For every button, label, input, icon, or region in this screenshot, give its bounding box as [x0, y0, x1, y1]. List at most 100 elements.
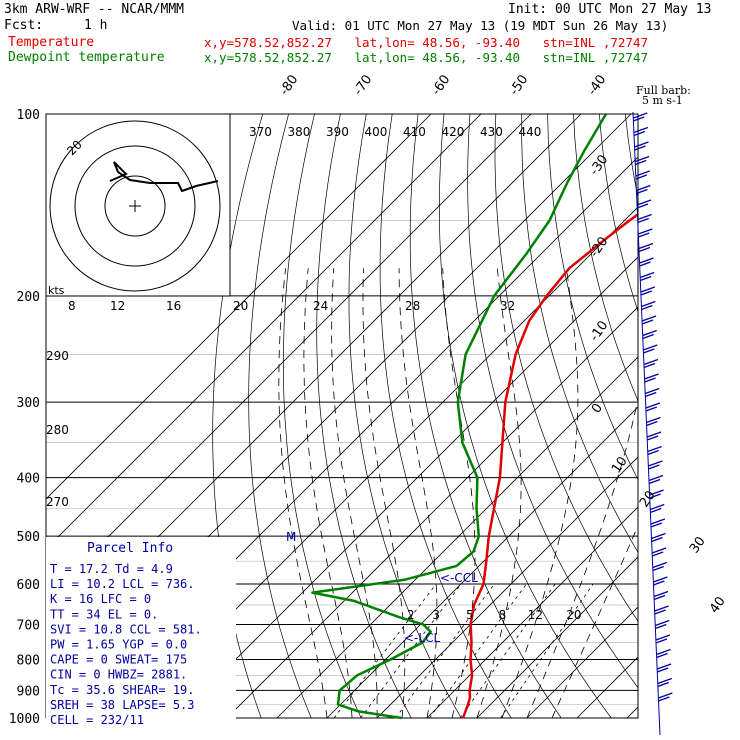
parcel-box-bg — [46, 537, 236, 729]
dry-adiabat-line — [494, 114, 638, 622]
wind-barb — [652, 565, 664, 572]
parcel-row: TT = 34 EL = 0. — [50, 607, 158, 621]
isotherm-label: -50 — [507, 72, 531, 98]
wind-barb — [646, 431, 662, 438]
wind-barb — [634, 141, 649, 148]
theta-label: 290 — [46, 349, 69, 363]
wind-barb — [656, 648, 671, 656]
wind-barb — [633, 130, 646, 137]
pressure-label: 200 — [17, 290, 40, 305]
pressure-label: 1000 — [9, 712, 40, 727]
pressure-label: 300 — [17, 396, 40, 411]
hodograph-ring — [49, 120, 221, 292]
mixing-ratio-label: 5 — [466, 608, 474, 622]
wind-barb — [649, 489, 664, 496]
sounding-profiles — [311, 114, 638, 720]
wind-barb — [636, 184, 651, 192]
wind-barb — [637, 217, 649, 224]
isotherm-line — [426, 506, 638, 719]
wind-barb — [645, 406, 658, 412]
barb-legend-title: Full barb: — [636, 84, 691, 97]
wind-barb — [653, 594, 666, 601]
dry-adiabat-line — [348, 114, 462, 719]
mixing-ratio-label: 12 — [528, 608, 543, 622]
isotherm-line — [226, 306, 638, 719]
isotherm-label: 40 — [707, 594, 729, 616]
dry-adiabat-line — [573, 114, 638, 402]
dry-adiabat-line — [467, 114, 638, 689]
wind-barb — [654, 609, 666, 615]
isotherm-label: -30 — [587, 152, 611, 178]
hodograph-trace — [109, 161, 219, 193]
dry-adiabat-line — [379, 114, 512, 719]
wind-barb — [639, 271, 655, 279]
moist-adiabat-line — [551, 524, 638, 719]
wind-barb — [650, 507, 662, 514]
wind-barb — [650, 503, 665, 511]
wind-barb — [658, 692, 673, 699]
wind-barb — [645, 402, 661, 409]
wind-barb — [641, 300, 656, 308]
theta-label: 280 — [46, 423, 69, 437]
pressure-label: 400 — [17, 472, 40, 487]
wind-speed-label: 12 — [110, 299, 125, 313]
isotherm-line — [326, 406, 638, 719]
parcel-row: SREH = 38 LAPSE= 5.3 — [50, 698, 195, 712]
wind-barb — [651, 536, 663, 543]
dewpoint-location: x,y=578.52,852.27 lat,lon= 48.56, -93.40… — [204, 50, 649, 65]
theta-label: 440 — [519, 125, 542, 139]
theta-label: 430 — [480, 125, 503, 139]
isotherm-line — [176, 256, 638, 719]
theta-label: 270 — [46, 495, 69, 509]
mixing-ratio-label: 3 — [432, 608, 440, 622]
isotherm-label: -40 — [585, 72, 609, 98]
dry-adiabat-line — [547, 114, 638, 481]
wind-barb — [643, 362, 656, 369]
wind-barb — [638, 242, 654, 250]
wind-barb — [651, 532, 666, 540]
dry-adiabat-line — [677, 114, 740, 718]
wind-barb — [656, 667, 669, 673]
wind-barb — [651, 547, 667, 554]
barb-axis — [632, 111, 661, 736]
wind-barb — [642, 333, 654, 340]
wind-barb — [638, 246, 651, 253]
parcel-row: CELL = 232/11 — [50, 713, 144, 727]
temperature-legend: Temperature — [8, 35, 95, 50]
parcel-row: PW = 1.65 YGP = 0.0 — [50, 638, 187, 652]
parcel-row: LI = 10.2 LCL = 736. — [50, 577, 195, 591]
wind-barb — [638, 228, 653, 235]
wind-barb — [655, 619, 670, 627]
wind-barb — [648, 474, 664, 482]
forecast-label: Fcst: — [4, 18, 44, 33]
parcel-row: SVI = 10.8 CCL = 581. — [50, 622, 202, 636]
dry-adiabat-line — [651, 114, 740, 718]
sounding-annotation: M — [286, 530, 296, 544]
wind-speed-label: 20 — [233, 299, 248, 313]
isotherm-label: -60 — [429, 72, 453, 98]
wind-speed-units: kts — [48, 284, 65, 297]
wind-speed-label: 32 — [500, 299, 515, 313]
wind-barb — [651, 551, 664, 557]
pressure-label: 900 — [17, 684, 40, 699]
wind-barb — [647, 449, 659, 456]
theta-label: 380 — [288, 125, 311, 139]
parcel-row: Tc = 35.6 SHEAR= 19. — [50, 683, 195, 697]
wind-speed-label: 24 — [313, 299, 328, 313]
isotherm-line — [276, 356, 638, 719]
wind-barb — [653, 580, 665, 586]
moist-adiabat-line — [362, 268, 406, 719]
wind-speed-label: 16 — [166, 299, 181, 313]
isotherm-label: -70 — [351, 72, 375, 98]
theta-label: 390 — [326, 125, 349, 139]
isotherm-line — [376, 456, 638, 719]
sounding-annotation: <-LCL — [404, 631, 440, 645]
pressure-label: 600 — [17, 578, 40, 593]
isotherm-label: -80 — [277, 72, 301, 98]
wind-barb — [658, 696, 670, 702]
temperature-profile — [461, 212, 638, 719]
wind-barb — [656, 663, 672, 670]
wind-speed-label: 28 — [405, 299, 420, 313]
wind-barb — [655, 638, 668, 644]
